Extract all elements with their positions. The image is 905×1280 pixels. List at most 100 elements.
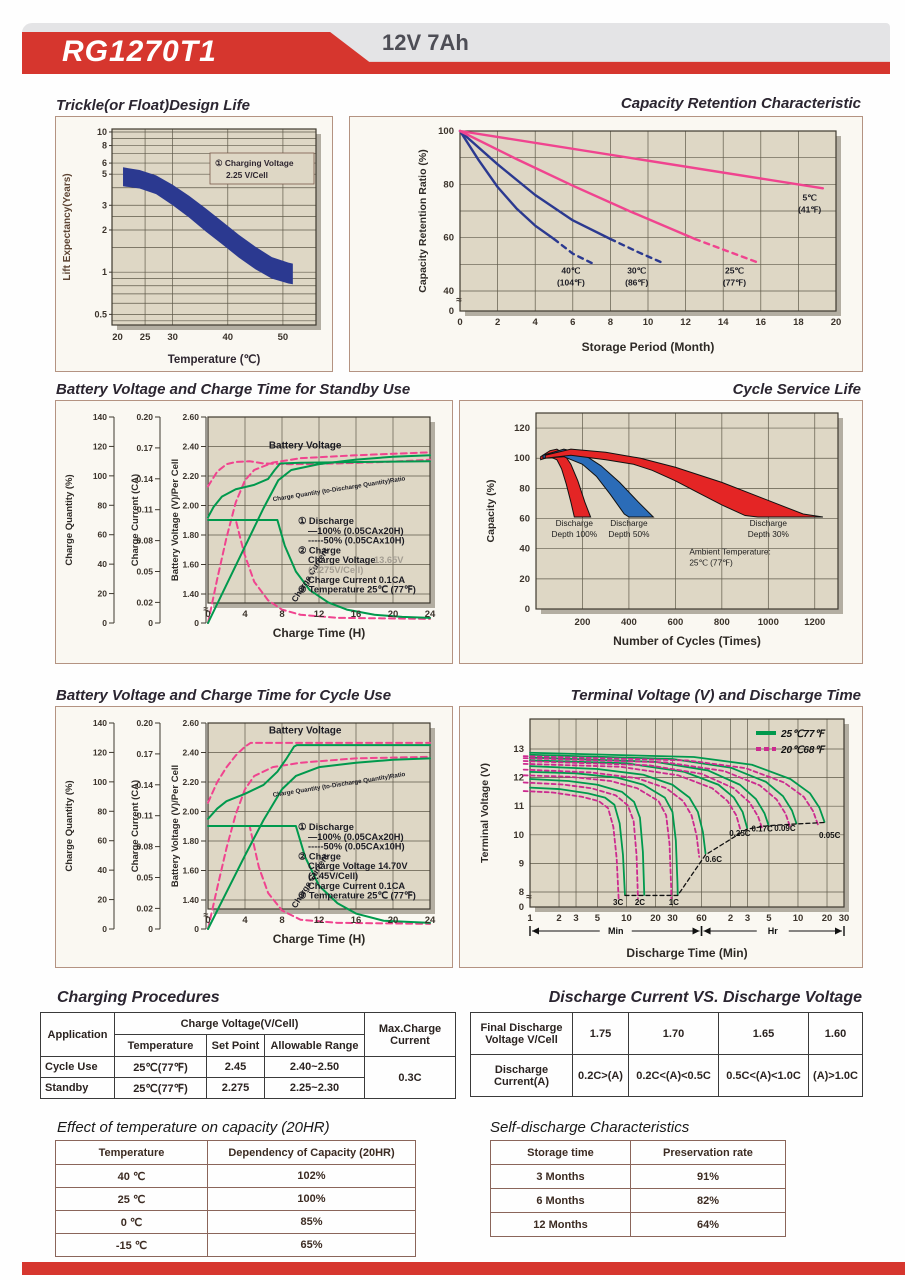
model-number: RG1270T1 [62,35,217,68]
annotation-line: Charge Current 0.1CA [308,881,405,891]
table-row: 0 ℃ 85% [55,1210,416,1234]
curve-label: 25℃ [725,266,744,276]
chart-text: 4 [242,609,248,620]
cq-100-curve [207,757,431,930]
table-cell: Application [40,1012,115,1057]
discharge-curve-20c [522,755,820,827]
data-table: Temperature Dependency of Capacity (20HR)… [55,1140,416,1257]
chart-text: 100 [93,471,107,481]
temperature-capacity-table: Temperature Dependency of Capacity (20HR)… [55,1140,416,1257]
annotation-line: -----50% (0.05CAx10H) [308,536,405,546]
annotation-line: (2.275V/Cell) [308,565,363,575]
chart-text: 20 [519,574,530,585]
chart-text: 1.80 [182,836,199,846]
plot-area [530,719,844,907]
table-row: -15 ℃ 65% [55,1233,416,1257]
axis-break: ≈ [456,295,462,306]
plot-border [207,722,431,910]
chart-text: 80 [443,179,454,190]
table-row: 3 Months 91% [490,1164,786,1189]
annotation-line: ① Charging Voltage [215,158,294,168]
chart-text: 40 [443,286,454,297]
rate-label: 0.6C [705,855,722,864]
annotation-line: —100% (0.05CAx20H) [308,526,404,536]
cq-50-curve [207,755,431,930]
annotation-line: -----50% (0.05CAx10H) [308,842,405,852]
plot-border [111,128,317,326]
chart-text: 0.08 [136,536,153,546]
table-cell: 100% [207,1187,416,1211]
band-label: Depth 100% [551,529,597,539]
discharge-curve-20c [522,757,791,828]
x-axis-label: Charge Time (H) [273,626,365,640]
table-title-self-discharge: Self-discharge Characteristics [490,1119,690,1136]
chart-text: 20 [822,913,833,924]
table-cell: Max.Charge Current [364,1012,456,1057]
chart-text: 3 [573,913,578,924]
table-cell: 12 Months [490,1212,631,1237]
chart-text: 200 [575,617,591,628]
chart-text: 0 [148,618,153,628]
x-axis-label: Storage Period (Month) [582,340,715,354]
y-axis-label: Lift Expectancy(Years) [62,173,73,280]
chart-text: 3 [102,200,107,210]
discharge-curve-25c [529,751,826,823]
table-cell: 2.25~2.30 [264,1077,365,1099]
chart-text: 0.08 [136,842,153,852]
table-title-charging: Charging Procedures [57,989,220,1006]
annotation-line: (2.45V/Cell) [308,871,358,881]
chart-text: 2.60 [182,718,199,728]
chart-text: 1.60 [182,866,199,876]
table-row: Temperature Dependency of Capacity (20HR) [55,1140,416,1165]
chart-panel-terminal: 0 8 9 10 11 12 13 ≈3C 2C 1C 0.6C 0.25C 0.17C 0.09C 0.0… [459,706,863,968]
chart-text: 60 [98,530,108,540]
chart-panel-cycle-life: 0 20 40 60 80 100 120 200 400 600 800 1000 1200 Disch… [459,400,863,664]
chart-text: 10 [643,317,654,328]
chart-text: 0 [525,604,530,615]
chart-text: 1.40 [182,895,199,905]
table-row: Cycle Use 25℃(77℉) 2.45 2.40~2.50 0.3C [40,1056,456,1099]
retention-curve-dashed [693,237,759,264]
self-discharge-table: Storage time Preservation rate 3 Months 91%… [490,1140,786,1237]
rate-label: 0.25C [729,829,751,838]
chart-text: 0 [194,618,199,628]
curve-label: 40℃ [561,266,580,276]
chart-text: 60 [98,836,108,846]
table-row: Final Discharge Voltage V/Cell 1.75 1.70 1.6… [470,1012,863,1055]
data-table: Final Discharge Voltage V/Cell 1.75 1.70 1.6… [470,1012,863,1097]
plot-border [535,412,839,610]
band-label: Discharge [610,518,648,528]
x-axis-label: Number of Cycles (Times) [613,634,761,648]
chart-text: 24 [425,915,436,926]
chart-text: 0 [205,915,210,926]
chart-text: 0.05 [136,567,153,577]
chart-text: 600 [667,617,683,628]
table-cell: 1.70 [628,1012,719,1055]
chart-text: 40 [98,865,108,875]
retention-curve-dashed [609,237,665,265]
table-cell: Allowable Range [264,1034,365,1057]
chart-text: 0.02 [136,903,153,913]
legend-label: 25℃77℉ [780,729,826,740]
chart-text: 0.17 [136,749,153,759]
battery-voltage-label: Battery Voltage [269,441,342,452]
annotation-line: ① Discharge [298,516,354,526]
discharge-curve-20c [522,762,742,832]
endpoint-locus [624,821,826,897]
table-row: Standby 25℃(77℉) 2.275 2.25~2.30 [40,1077,456,1099]
rate-label: 0.05C [819,831,841,840]
cc-100-curve [207,519,431,619]
y-axis-label: Charge Quantity (%) [64,474,75,565]
annotation-box [209,152,315,185]
chart-text: 40 [98,559,108,569]
table-cell: Final Discharge Voltage V/Cell [470,1012,573,1055]
annotation-line: ③ Temperature 25℃ (77℉) [298,891,416,901]
table-cell: 82% [630,1188,786,1213]
table-cell: Temperature [55,1140,208,1165]
annotation-line: Charge Current 0.1CA [308,575,405,585]
chart-text: 2 [102,225,107,235]
chart-text: 0.11 [137,505,153,515]
chart-text: 6 [570,317,575,328]
chart-text: 8 [279,609,284,620]
